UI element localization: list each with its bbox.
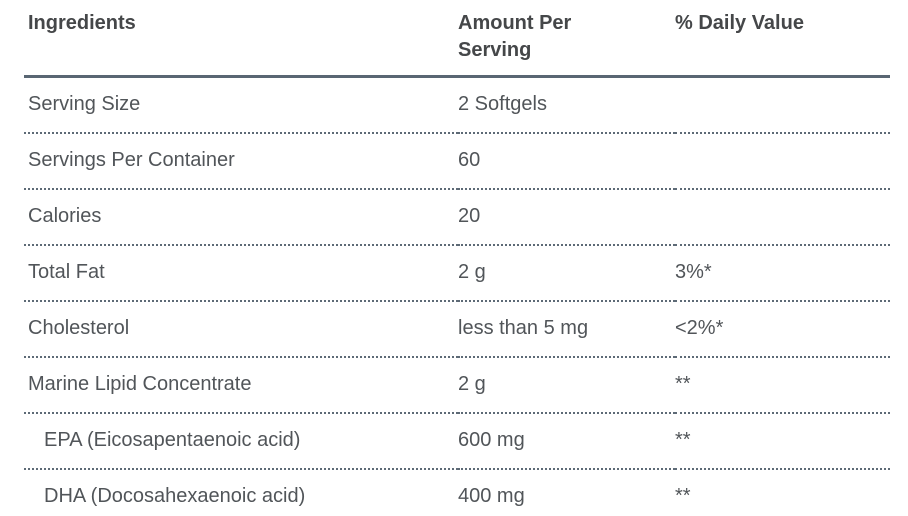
column-header-label: Ingredients [28,12,136,34]
ingredient-cell: Marine Lipid Concentrate [28,373,252,395]
column-header-label: Amount Per Serving [458,12,572,61]
amount-cell: 400 mg [458,485,525,507]
ingredient-cell: Calories [28,205,102,227]
ingredient-cell: EPA (Eicosapentaenoic acid) [44,429,301,451]
ingredient-cell: Cholesterol [28,317,130,339]
column-header-label: % Daily Value [675,12,804,34]
amount-cell: 60 [458,149,481,171]
ingredients-table: Ingredients Amount Per Serving % Daily V… [24,2,890,516]
amount-cell: 600 mg [458,429,525,451]
table-row: Marine Lipid Concentrate 2 g ** [24,357,890,413]
table-row: Calories 20 [24,189,890,245]
daily-value-cell [675,133,890,189]
daily-value-cell: ** [675,373,691,395]
amount-cell: less than 5 mg [458,317,589,339]
daily-value-cell [675,77,890,134]
daily-value-cell: ** [675,429,691,451]
column-header-ingredients: Ingredients [24,2,458,78]
table-row: EPA (Eicosapentaenoic acid) 600 mg ** [24,413,890,469]
ingredient-cell: Serving Size [28,93,141,115]
table-row: Servings Per Container 60 [24,133,890,189]
ingredient-cell: Total Fat [28,261,105,283]
table-row: Cholesterol less than 5 mg <2%* [24,301,890,357]
table-header-row: Ingredients Amount Per Serving % Daily V… [24,2,890,78]
daily-value-cell [675,189,890,245]
amount-cell: 20 [458,205,481,227]
amount-cell: 2 g [458,261,486,283]
daily-value-cell: ** [675,485,691,507]
ingredient-cell: DHA (Docosahexaenoic acid) [44,485,306,507]
amount-cell: 2 g [458,373,486,395]
amount-cell: 2 Softgels [458,93,547,115]
daily-value-cell: 3%* [675,261,712,283]
table-row: Serving Size 2 Softgels [24,77,890,134]
table-row: DHA (Docosahexaenoic acid) 400 mg ** [24,469,890,516]
column-header-daily-value: % Daily Value [675,2,890,78]
daily-value-cell: <2%* [675,317,724,339]
column-header-amount-per-serving: Amount Per Serving [458,2,675,78]
table-row: Total Fat 2 g 3%* [24,245,890,301]
ingredient-cell: Servings Per Container [28,149,235,171]
supplement-facts-panel: Ingredients Amount Per Serving % Daily V… [24,0,890,516]
